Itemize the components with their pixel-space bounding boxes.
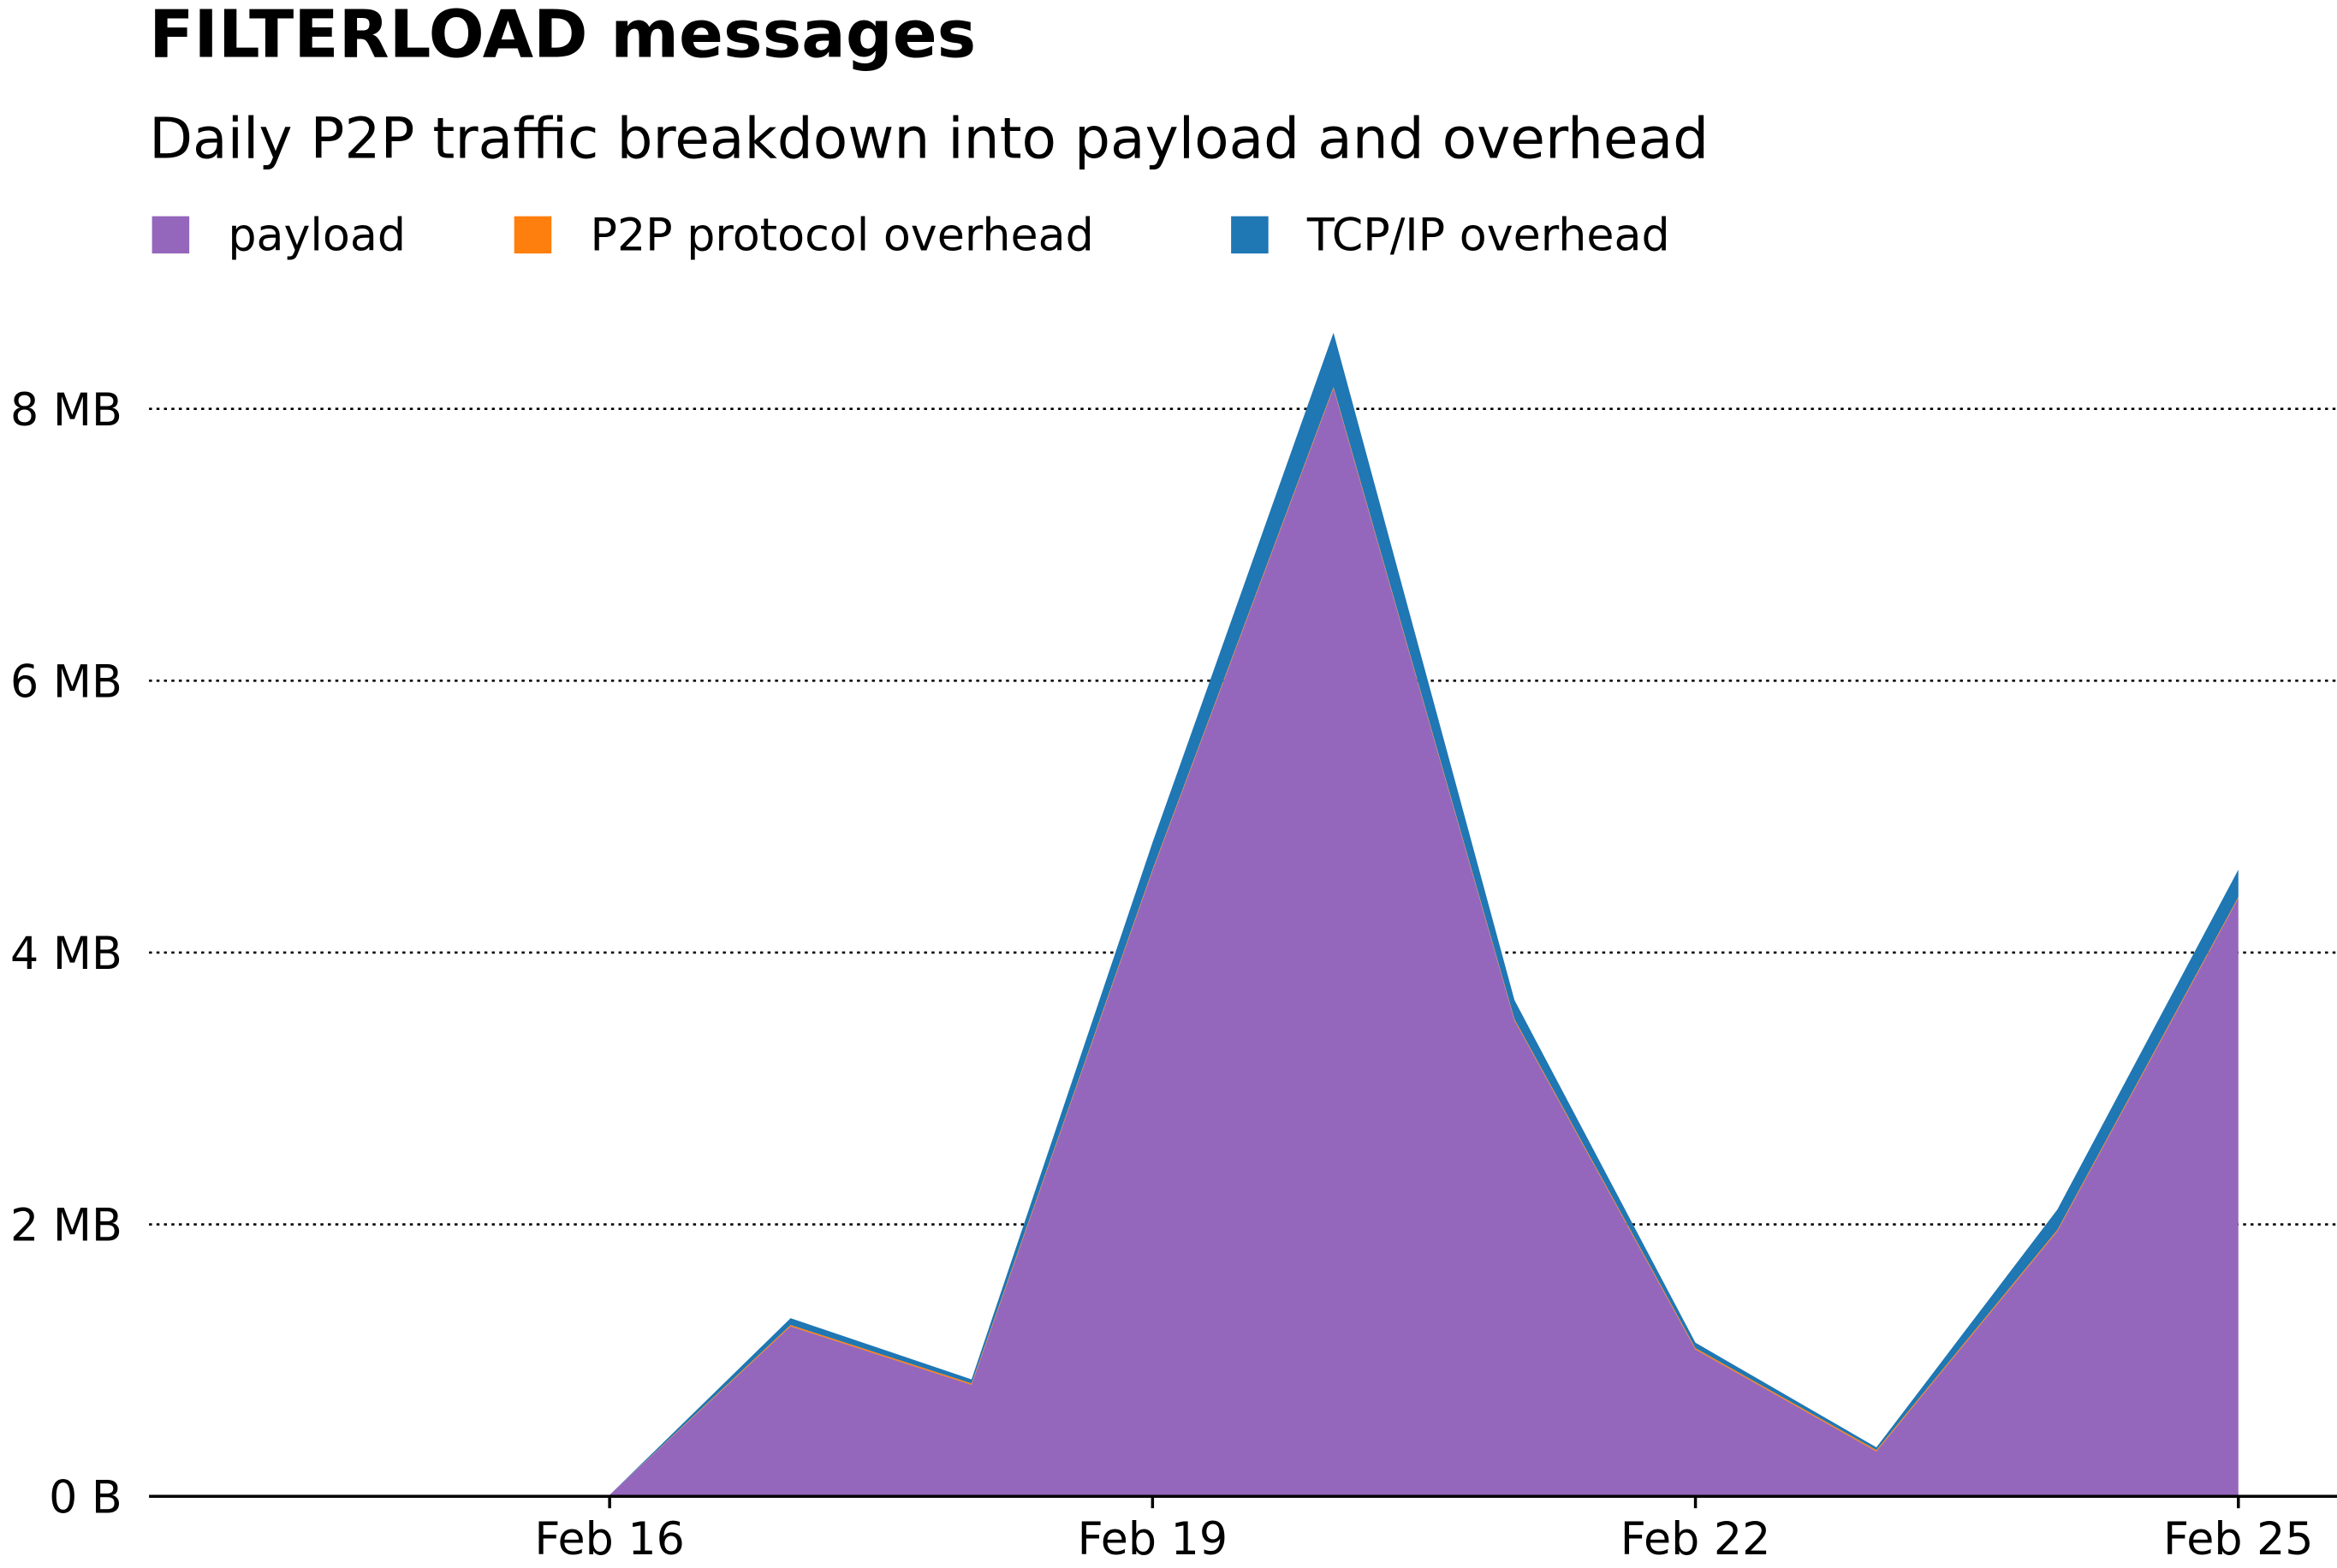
chart-title: FILTERLOAD messages (149, 0, 976, 73)
y-tick-label: 8 MB (10, 385, 122, 437)
area (247, 388, 2239, 1497)
legend-label: P2P protocol overhead (590, 211, 1093, 262)
legend-label: payload (228, 211, 406, 262)
x-tick-label: Feb 19 (1078, 1514, 1228, 1565)
x-tick-label: Feb 22 (1620, 1514, 1771, 1565)
x-tick-label: Feb 25 (2163, 1514, 2314, 1565)
y-tick-label: 6 MB (10, 656, 122, 708)
legend-swatch (514, 216, 552, 254)
y-tick-label: 0 B (49, 1472, 122, 1523)
x-tick-label: Feb 16 (534, 1514, 684, 1565)
legend-swatch (1231, 216, 1269, 254)
y-tick-label: 2 MB (10, 1201, 122, 1252)
chart-subtitle: Daily P2P traffic breakdown into payload… (149, 106, 1709, 172)
legend-swatch (152, 216, 190, 254)
legend-label: TCP/IP overhead (1306, 211, 1670, 262)
y-tick-label: 4 MB (10, 929, 122, 980)
